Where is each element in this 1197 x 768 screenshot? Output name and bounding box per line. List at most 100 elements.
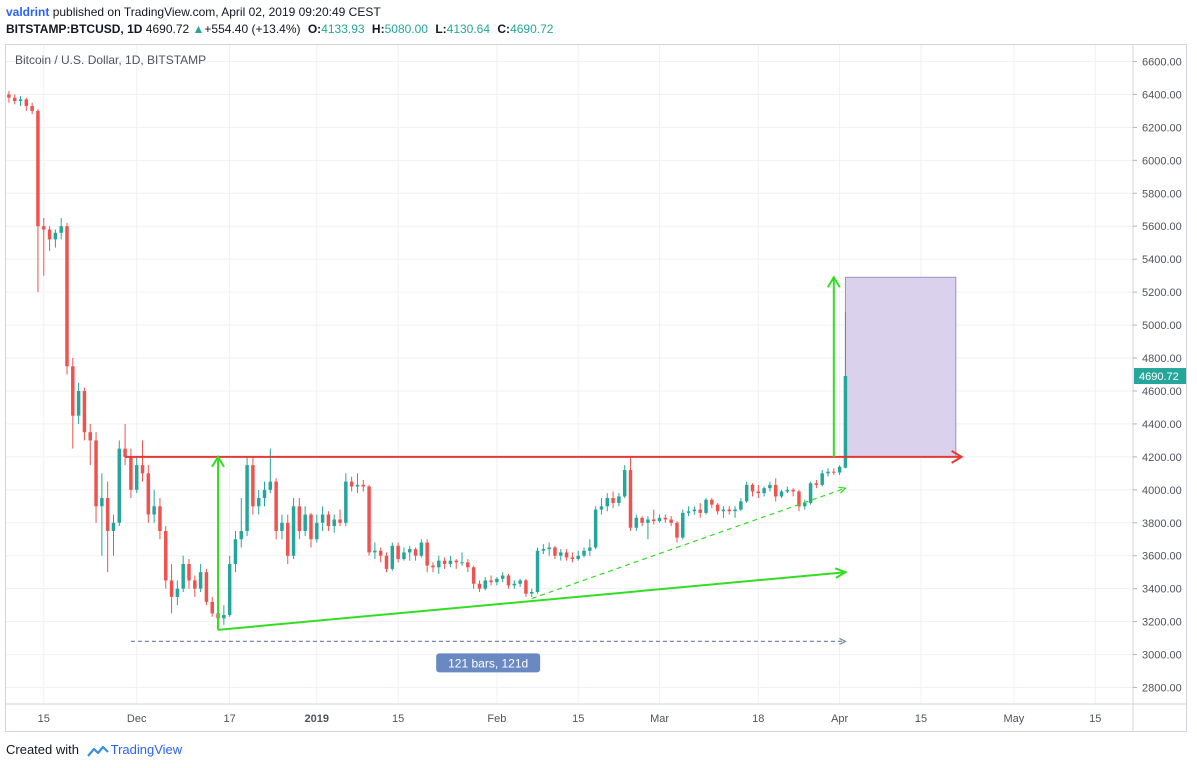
tradingview-link[interactable]: TradingView <box>110 742 183 757</box>
published-text: published on TradingView.com, April 02, … <box>52 5 381 19</box>
x-tick-label: 15 <box>915 713 927 725</box>
low-label: L: <box>435 22 447 36</box>
candle-body <box>355 484 360 487</box>
chart-frame[interactable] <box>5 44 1187 732</box>
ohlc-legend: BITSTAMP:BTCUSD, 1D 4690.72 ▲+554.40 (+1… <box>6 22 553 36</box>
range-badge-label: 121 bars, 121d <box>448 656 528 670</box>
candle-body <box>262 489 267 499</box>
candle-body <box>105 498 110 532</box>
y-tick-label: 6600.00 <box>1142 56 1182 68</box>
target-zone-rect <box>844 276 957 458</box>
candle-body <box>483 580 488 589</box>
candle-body <box>129 456 133 490</box>
candle-body <box>88 432 92 441</box>
y-tick-label: 3800.00 <box>1142 518 1182 530</box>
candle-body <box>187 563 191 581</box>
candle-body <box>286 522 290 556</box>
candle-body <box>727 509 731 512</box>
candle-body <box>750 484 755 492</box>
candle-body <box>762 488 766 494</box>
candle-body <box>152 506 156 515</box>
candle-body <box>564 552 569 558</box>
x-tick-label: Dec <box>127 713 147 725</box>
candle-body <box>123 448 127 457</box>
candle-body <box>628 470 633 528</box>
candle-body <box>320 514 325 523</box>
candle-body <box>297 506 302 532</box>
y-tick-label: 3000.00 <box>1142 650 1182 662</box>
candle-body <box>338 519 342 523</box>
y-tick-label: 5600.00 <box>1142 221 1182 233</box>
candle-body <box>814 483 819 485</box>
candle-body <box>175 588 180 597</box>
candle-body <box>646 519 650 523</box>
candle-body <box>506 575 511 586</box>
candle-body <box>657 517 662 522</box>
candle-body <box>529 591 534 594</box>
y-tick-label: 5800.00 <box>1142 188 1182 200</box>
candle-body <box>378 550 383 556</box>
dashed-support-arrowhead <box>838 486 847 494</box>
open-label: O: <box>307 22 322 36</box>
candle-body <box>303 514 307 532</box>
chart-title: Bitcoin / U.S. Dollar, 1D, BITSTAMP <box>15 53 206 67</box>
candle-body <box>367 486 371 553</box>
candle-body <box>773 484 778 497</box>
y-tick-label: 5000.00 <box>1142 320 1182 332</box>
up-arrow-icon: ▲ <box>192 22 205 36</box>
candle-body <box>826 471 830 474</box>
candle-body <box>698 509 702 513</box>
y-tick-label: 5400.00 <box>1142 254 1182 266</box>
candle-body <box>117 448 122 523</box>
close-value: 4690.72 <box>510 22 554 36</box>
candle-body <box>245 465 249 532</box>
y-tick-label: 5200.00 <box>1142 287 1182 299</box>
candle-body <box>36 110 40 227</box>
candle-body <box>477 583 482 589</box>
candle-body <box>204 572 209 602</box>
candle-body <box>559 552 563 556</box>
x-tick-label: 18 <box>752 713 764 725</box>
y-tick-label: 4000.00 <box>1142 485 1182 497</box>
candle-body <box>471 567 476 584</box>
y-tick-label: 2800.00 <box>1142 683 1182 695</box>
x-tick-label: Feb <box>487 713 506 725</box>
candle-body <box>512 583 517 586</box>
candle-body <box>710 499 714 505</box>
candle-body <box>344 481 348 523</box>
publisher-name[interactable]: valdrint <box>6 5 50 19</box>
candle-body <box>582 550 586 556</box>
candle-body <box>256 498 261 507</box>
candle-body <box>373 550 377 553</box>
candle-body <box>541 549 546 551</box>
publish-info: valdrint published on TradingView.com, A… <box>6 5 381 19</box>
candle-body <box>803 503 807 507</box>
candle-body <box>12 97 17 102</box>
high-value: 5080.00 <box>384 22 428 36</box>
y-tick-label: 6400.00 <box>1142 89 1182 101</box>
y-tick-label: 4200.00 <box>1142 452 1182 464</box>
candle-body <box>744 484 749 502</box>
x-tick-label: Apr <box>831 713 848 725</box>
dashed-support-line <box>531 487 846 600</box>
x-tick-label: 15 <box>572 713 584 725</box>
candle-body <box>779 491 784 497</box>
low-value: 4130.64 <box>446 22 491 36</box>
candle-body <box>733 509 737 512</box>
support-arrowhead <box>834 567 848 579</box>
x-tick-label: 15 <box>1089 713 1101 725</box>
candle-body <box>820 473 824 485</box>
candle-body <box>18 99 23 102</box>
high-label: H: <box>371 22 385 36</box>
price-chart[interactable]: 6600.00 6400.00 6200.00 6000.00 5800.00 5600.… <box>0 0 1197 740</box>
candle-body <box>280 522 284 532</box>
candle-body <box>460 562 464 564</box>
candle-body <box>100 498 104 507</box>
y-tick-label: 4800.00 <box>1142 353 1182 365</box>
candle-body <box>739 501 743 510</box>
y-tick-label: 3400.00 <box>1142 584 1182 596</box>
candle-body <box>524 580 528 594</box>
candle-body <box>553 547 557 556</box>
candle-body <box>651 519 656 522</box>
x-tick-label: 15 <box>392 713 404 725</box>
